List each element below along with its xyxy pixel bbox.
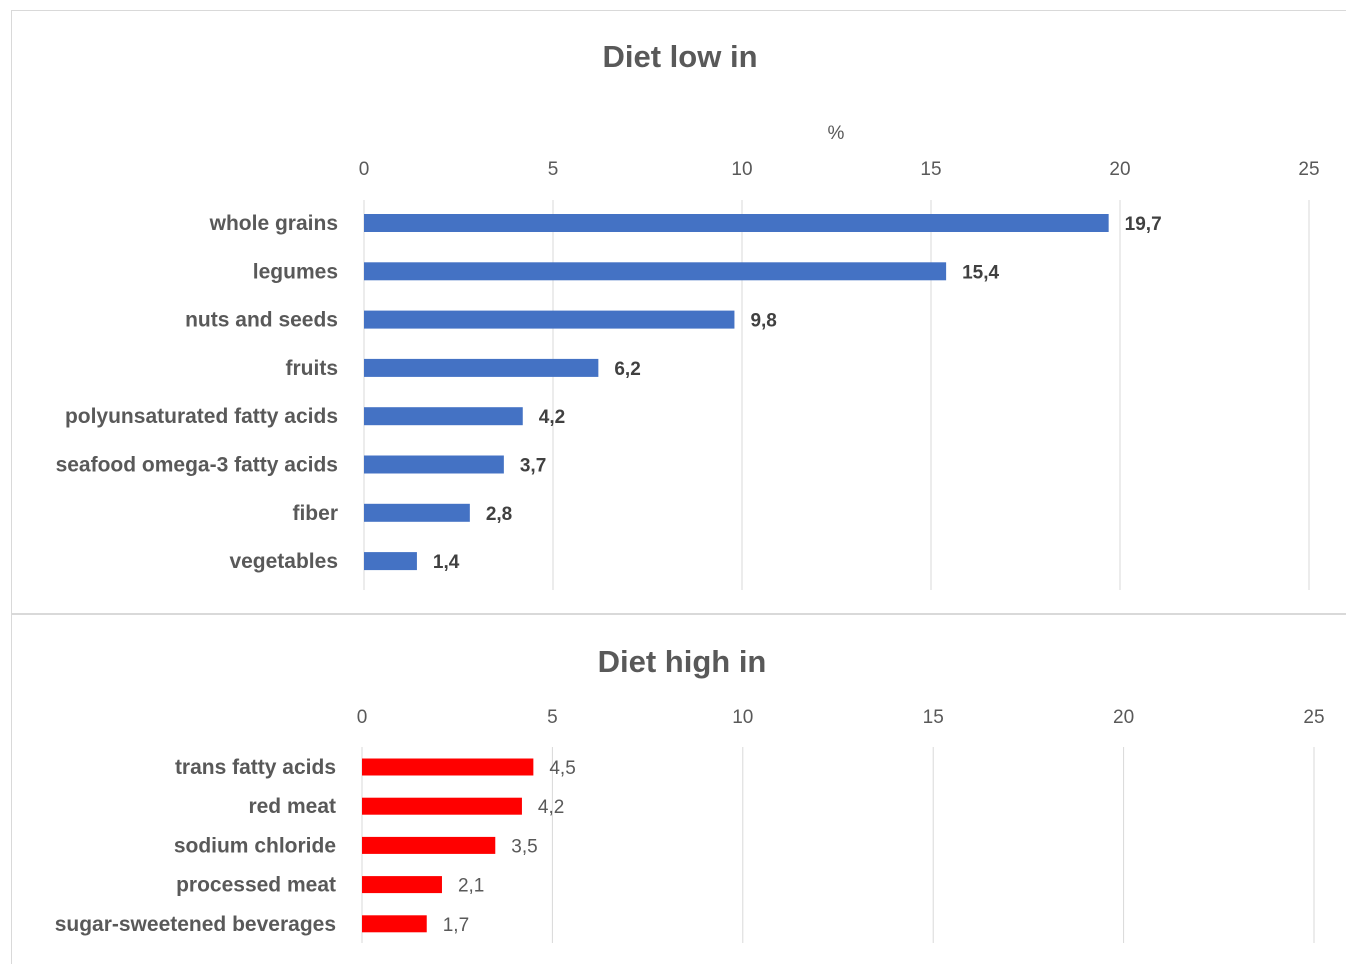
x-tick-label-high-2: 10	[732, 707, 753, 728]
bar-low-0	[364, 214, 1109, 232]
bar-low-7	[364, 552, 417, 570]
value-label-high-0: 4,5	[549, 758, 575, 779]
value-label-low-3: 6,2	[614, 359, 640, 380]
bar-low-4	[364, 407, 523, 425]
x-tick-label-low-0: 0	[359, 159, 370, 180]
x-tick-label-high-3: 15	[923, 707, 944, 728]
bar-low-5	[364, 456, 504, 474]
value-label-low-2: 9,8	[750, 311, 776, 332]
bar-high-1	[362, 798, 522, 815]
x-tick-label-low-1: 5	[548, 159, 559, 180]
chart-title-low: Diet low in	[603, 39, 758, 74]
x-axis-label-low: %	[828, 123, 845, 144]
bar-high-2	[362, 837, 495, 854]
category-label-high-2: sodium chloride	[174, 834, 336, 857]
category-label-low-5: seafood omega-3 fatty acids	[56, 454, 338, 477]
category-label-low-4: polyunsaturated fatty acids	[65, 405, 338, 428]
value-label-low-4: 4,2	[539, 407, 565, 428]
category-label-high-1: red meat	[248, 795, 336, 818]
x-tick-label-low-2: 10	[731, 159, 752, 180]
bar-low-2	[364, 311, 734, 329]
value-label-low-1: 15,4	[962, 262, 999, 283]
bar-high-4	[362, 915, 427, 932]
category-label-high-3: processed meat	[176, 874, 336, 897]
category-label-low-2: nuts and seeds	[185, 309, 338, 332]
x-tick-label-high-1: 5	[547, 707, 558, 728]
value-label-high-3: 2,1	[458, 876, 484, 897]
bar-high-3	[362, 876, 442, 893]
value-label-low-6: 2,8	[486, 504, 512, 525]
category-label-low-3: fruits	[286, 357, 339, 380]
x-tick-label-low-5: 25	[1298, 159, 1319, 180]
value-label-low-0: 19,7	[1125, 214, 1162, 235]
value-label-high-4: 1,7	[443, 915, 469, 936]
chart-title-high: Diet high in	[598, 644, 767, 679]
bar-low-6	[364, 504, 470, 522]
category-label-high-4: sugar-sweetened beverages	[55, 913, 336, 936]
category-label-low-7: vegetables	[229, 550, 338, 573]
x-tick-label-high-4: 20	[1113, 707, 1134, 728]
category-label-low-1: legumes	[253, 260, 338, 283]
value-label-high-1: 4,2	[538, 797, 564, 818]
x-tick-label-low-4: 20	[1109, 159, 1130, 180]
category-label-low-0: whole grains	[209, 212, 338, 235]
x-tick-label-high-5: 25	[1303, 707, 1324, 728]
bar-low-3	[364, 359, 598, 377]
bar-high-0	[362, 759, 533, 776]
value-label-high-2: 3,5	[511, 836, 537, 857]
value-label-low-7: 1,4	[433, 552, 460, 573]
x-tick-label-low-3: 15	[920, 159, 941, 180]
bar-low-1	[364, 262, 946, 280]
category-label-low-6: fiber	[292, 502, 338, 525]
x-tick-label-high-0: 0	[357, 707, 368, 728]
value-label-low-5: 3,7	[520, 456, 546, 477]
category-label-high-0: trans fatty acids	[175, 756, 336, 779]
